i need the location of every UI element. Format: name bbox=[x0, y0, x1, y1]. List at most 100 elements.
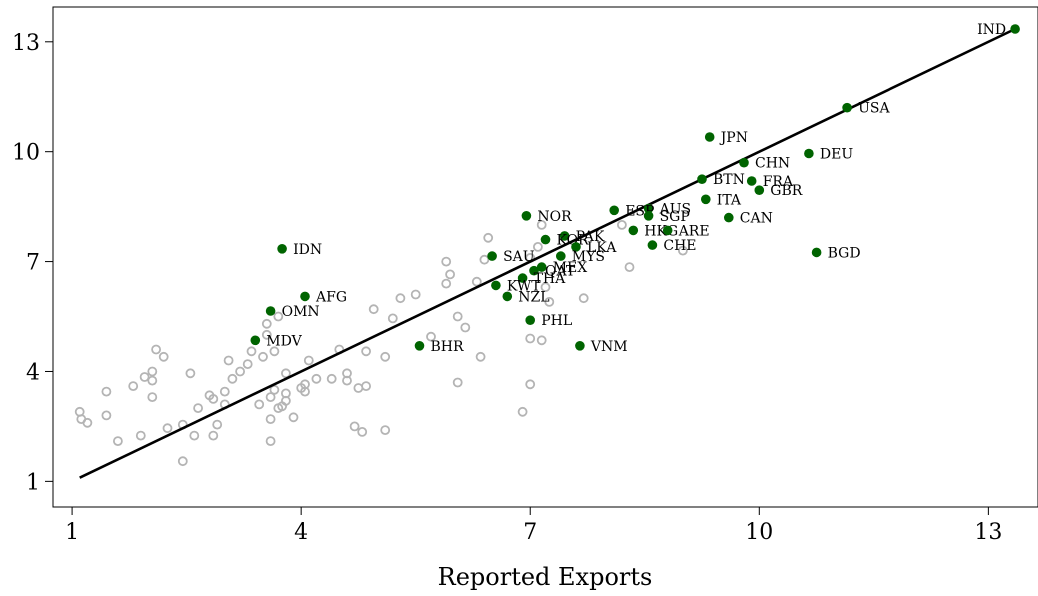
fit-line bbox=[79, 27, 1016, 479]
highlighted-point bbox=[525, 315, 535, 326]
other-point bbox=[368, 304, 379, 315]
highlighted-point bbox=[704, 132, 715, 142]
point-label: LKA bbox=[587, 240, 617, 256]
other-point bbox=[185, 368, 196, 379]
point-label: GBR bbox=[770, 183, 802, 199]
point-label: IND bbox=[977, 22, 1006, 38]
other-point bbox=[342, 368, 352, 379]
other-point bbox=[261, 329, 272, 340]
y-tick-label: 4 bbox=[26, 360, 40, 385]
plot-frame bbox=[52, 6, 1038, 508]
point-label: ITA bbox=[717, 192, 742, 208]
other-point bbox=[525, 333, 536, 344]
other-point bbox=[380, 425, 391, 436]
other-point bbox=[544, 296, 555, 307]
highlighted-point bbox=[250, 335, 261, 346]
point-label: NZL bbox=[518, 289, 549, 305]
other-point bbox=[445, 269, 456, 280]
other-point bbox=[265, 392, 276, 403]
highlighted-point bbox=[265, 306, 276, 316]
other-point bbox=[517, 406, 528, 417]
point-label: MEX bbox=[553, 260, 588, 276]
other-point bbox=[82, 417, 93, 428]
point-label: USA bbox=[858, 101, 890, 117]
y-tick-label: 1 bbox=[26, 470, 40, 495]
other-point bbox=[441, 256, 452, 267]
highlighted-point bbox=[517, 273, 528, 283]
other-point bbox=[311, 373, 322, 384]
other-point bbox=[208, 393, 219, 404]
point-label: QAT bbox=[545, 264, 576, 280]
highlighted-point bbox=[502, 291, 513, 302]
highlighted-point bbox=[628, 225, 639, 236]
other-point bbox=[208, 430, 219, 441]
other-point bbox=[280, 395, 291, 406]
other-point bbox=[525, 379, 536, 390]
other-point bbox=[235, 366, 246, 377]
other-point bbox=[426, 331, 436, 342]
other-point bbox=[483, 232, 494, 243]
other-point bbox=[227, 373, 238, 384]
other-point bbox=[441, 278, 452, 289]
point-label: CHN bbox=[755, 156, 790, 172]
other-point bbox=[387, 313, 398, 324]
other-point bbox=[162, 423, 173, 434]
other-point bbox=[113, 436, 123, 447]
other-point bbox=[254, 399, 265, 410]
point-label: BTN bbox=[713, 172, 745, 188]
other-point bbox=[189, 430, 200, 441]
y-tick-label: 10 bbox=[12, 141, 40, 166]
other-point bbox=[357, 426, 368, 437]
y-tick-label: 13 bbox=[12, 31, 40, 56]
other-point bbox=[147, 375, 158, 386]
highlighted-point bbox=[575, 341, 585, 351]
other-point bbox=[147, 366, 158, 377]
other-point bbox=[361, 346, 372, 357]
point-label: HKG bbox=[644, 223, 678, 239]
fit-line-layer bbox=[79, 27, 1016, 479]
other-point bbox=[261, 318, 272, 329]
highlighted-point bbox=[414, 341, 425, 351]
point-label: CHE bbox=[663, 238, 696, 254]
other-point bbox=[242, 359, 253, 370]
highlighted-point bbox=[754, 185, 765, 195]
point-label: MDV bbox=[266, 333, 302, 349]
highlighted-point bbox=[300, 291, 310, 302]
other-point bbox=[678, 245, 688, 256]
highlighted-point bbox=[643, 211, 654, 221]
highlighted-point bbox=[277, 244, 287, 254]
point-label: FRA bbox=[763, 174, 794, 190]
other-point bbox=[280, 368, 291, 379]
other-point bbox=[303, 355, 314, 366]
point-label: PAK bbox=[576, 229, 605, 245]
other-point bbox=[410, 289, 421, 300]
other-point bbox=[135, 430, 146, 441]
highlighted-point bbox=[529, 265, 539, 276]
other-point bbox=[223, 355, 234, 366]
highlighted-point bbox=[746, 176, 757, 186]
highlighted-point bbox=[556, 251, 566, 261]
other-point bbox=[101, 410, 112, 421]
highlighted-point bbox=[662, 225, 673, 236]
point-label: NOR bbox=[537, 209, 572, 225]
other-point bbox=[265, 436, 276, 447]
point-label: VNM bbox=[590, 339, 628, 355]
other-point bbox=[326, 373, 337, 384]
other-point bbox=[273, 311, 284, 322]
highlighted-point bbox=[571, 242, 581, 252]
other-point bbox=[536, 219, 547, 230]
x-axis: 1 4 7 10 13 bbox=[65, 507, 1002, 545]
other-point bbox=[361, 381, 372, 392]
other-point bbox=[288, 412, 299, 423]
point-label: CAN bbox=[740, 211, 773, 227]
y-axis: 1 4 7 10 13 bbox=[12, 31, 53, 495]
point-label: OMN bbox=[282, 304, 320, 320]
other-point bbox=[380, 351, 391, 362]
other-point bbox=[151, 344, 162, 355]
point-label: SAU bbox=[503, 249, 535, 265]
other-point bbox=[212, 419, 223, 430]
y-tick-label: 7 bbox=[26, 251, 40, 276]
other-point bbox=[258, 351, 268, 362]
